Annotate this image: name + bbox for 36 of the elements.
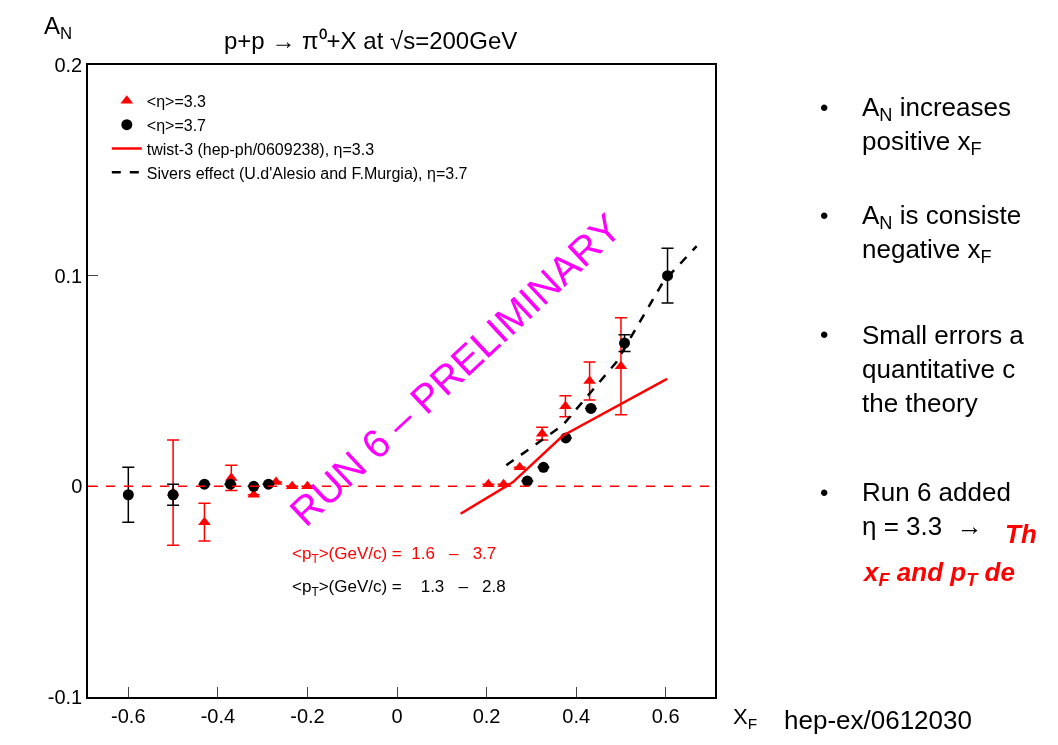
point — [167, 489, 179, 501]
text: • — [820, 94, 829, 121]
x-tick-label: -0.4 — [200, 704, 236, 727]
text: Small errors a quantitative c the theory — [862, 320, 1025, 418]
chart-title: p+p → π⁰+X at √s=200GeV — [224, 27, 518, 54]
point — [537, 461, 549, 473]
x-tick-label: -0.2 — [290, 704, 325, 727]
point — [224, 478, 236, 490]
point — [122, 489, 134, 501]
legend-label: <η>=3.3 — [146, 93, 207, 111]
point — [198, 478, 210, 490]
x-tick-label: 0 — [391, 704, 403, 727]
point — [513, 461, 527, 471]
annotation: <p$_{T}$>(GeV/c) = 1.3 – 2.8 — [292, 577, 506, 599]
y-tick-label: 0.2 — [54, 54, 83, 76]
text: x$_{F}$ and p$_{T}$ de — [862, 557, 1015, 591]
legend-label: <η>=3.7 — [146, 116, 207, 134]
annotation: <p$_{T}$>(GeV/c) = 1.6 – 3.7 — [292, 544, 497, 566]
y-tick-label: 0 — [71, 475, 83, 498]
x-tick-label: 0.2 — [472, 704, 501, 727]
text: • — [820, 321, 829, 348]
x-tick-label: -0.6 — [111, 704, 146, 727]
x-axis-title: X$_{F}$ — [733, 704, 758, 732]
x-tick-label: 0.4 — [562, 704, 591, 727]
y-tick-label: 0.1 — [54, 264, 83, 287]
text: hep-ex/0612030 — [784, 705, 972, 735]
y-tick-label: -0.1 — [47, 686, 83, 708]
text: • — [820, 479, 829, 506]
legend-label: Sivers effect (U.d'Alesio and F.Murgia), η=3.7 — [146, 164, 468, 182]
point — [521, 475, 533, 487]
text: • — [820, 202, 829, 229]
y-axis-title: A$_{N}$ — [44, 12, 73, 44]
text: A$_{N}$ increases positive x$_{F}$ — [862, 92, 1011, 160]
x-tick-label: 0.6 — [651, 704, 680, 727]
text: A$_{N}$ is consiste negative x$_{F}$ — [862, 200, 1022, 268]
legend-label: twist-3 (hep-ph/0609238), η=3.3 — [146, 140, 375, 158]
